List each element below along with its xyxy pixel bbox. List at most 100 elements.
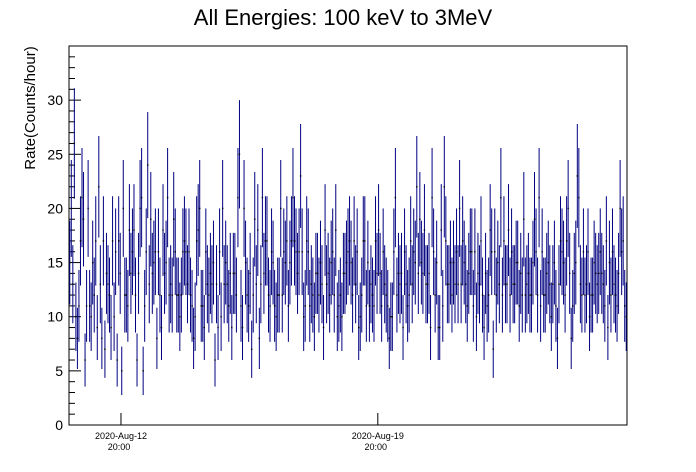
data-point <box>591 257 594 333</box>
plot-border <box>68 45 628 426</box>
data-point <box>263 232 265 314</box>
data-point <box>88 269 91 342</box>
data-point <box>599 208 601 296</box>
data-point <box>423 184 426 277</box>
data-point <box>417 232 420 314</box>
data-point <box>212 220 215 305</box>
data-point <box>234 232 236 314</box>
data-point <box>555 269 557 342</box>
data-point <box>125 257 128 333</box>
data-point <box>261 147 264 248</box>
data-point <box>370 245 372 324</box>
data-point <box>122 160 124 257</box>
data-point <box>330 220 332 305</box>
data-point <box>523 172 525 267</box>
data-point <box>509 257 511 333</box>
data-point <box>224 220 227 305</box>
data-point <box>414 220 416 305</box>
data-point <box>354 245 357 324</box>
plot-frame <box>68 45 628 426</box>
data-point <box>191 269 193 342</box>
data-point <box>422 232 424 314</box>
data-point <box>549 245 551 324</box>
data-point <box>596 245 598 324</box>
y-tick-label: 10 <box>47 309 63 325</box>
data-point <box>585 245 588 324</box>
data-point <box>376 232 378 314</box>
data-point <box>575 220 577 305</box>
data-point <box>368 269 371 342</box>
x-tick-time: 20:00 <box>365 442 388 452</box>
data-point <box>304 269 306 342</box>
data-point <box>465 245 467 324</box>
data-point <box>483 295 485 361</box>
data-point <box>95 196 97 286</box>
data-point <box>293 196 296 286</box>
data-point <box>93 257 95 333</box>
data-point <box>90 282 92 351</box>
data-point <box>345 220 348 305</box>
data-point <box>105 232 108 314</box>
data-point <box>513 245 516 324</box>
data-point <box>143 269 146 342</box>
data-point <box>299 124 302 228</box>
data-point <box>474 208 476 296</box>
data-point <box>373 269 375 342</box>
data-point <box>165 220 167 305</box>
data-point <box>306 196 308 286</box>
data-point <box>182 208 184 296</box>
data-point <box>581 257 583 333</box>
data-point <box>477 232 479 314</box>
data-point <box>130 232 132 314</box>
data-point <box>344 232 346 314</box>
data-point <box>431 147 433 248</box>
x-tick-date: 2020-Aug-19 <box>352 431 404 441</box>
data-point <box>552 245 554 324</box>
data-point <box>292 147 294 248</box>
data-point <box>82 172 85 267</box>
data-point <box>594 232 597 314</box>
data-point <box>556 307 559 369</box>
data-point <box>186 245 189 324</box>
data-point <box>332 208 334 296</box>
y-tick-label: 0 <box>55 417 63 433</box>
data-point <box>377 184 380 277</box>
data-point <box>140 147 143 248</box>
data-point <box>495 257 497 333</box>
data-point <box>602 245 605 324</box>
data-point <box>526 245 528 324</box>
data-point <box>446 245 449 324</box>
data-point <box>445 196 447 286</box>
data-point <box>402 295 404 361</box>
y-tick-label: 25 <box>47 146 63 162</box>
data-point <box>252 257 254 333</box>
data-point <box>206 245 209 324</box>
data-point <box>338 269 340 342</box>
data-point <box>406 269 409 342</box>
data-point <box>382 208 384 296</box>
data-point <box>176 257 178 333</box>
x-tick-date: 2020-Aug-12 <box>95 431 147 441</box>
data-point <box>232 232 235 314</box>
data-point <box>576 124 579 228</box>
data-point <box>385 257 387 333</box>
data-point <box>457 245 459 324</box>
data-point <box>501 257 504 333</box>
data-point <box>98 135 100 238</box>
data-point <box>257 184 259 277</box>
data-point <box>229 232 231 314</box>
data-point <box>544 257 546 333</box>
data-point <box>214 333 216 387</box>
data-point <box>121 346 123 396</box>
data-point <box>266 196 268 286</box>
data-point <box>284 220 287 305</box>
data-point <box>117 196 120 286</box>
data-point <box>428 232 430 314</box>
data-point <box>362 196 364 286</box>
data-point <box>189 257 192 333</box>
data-point <box>168 257 170 333</box>
data-point <box>148 245 150 324</box>
data-point <box>358 295 360 361</box>
data-series <box>69 88 627 396</box>
data-point <box>192 307 195 369</box>
